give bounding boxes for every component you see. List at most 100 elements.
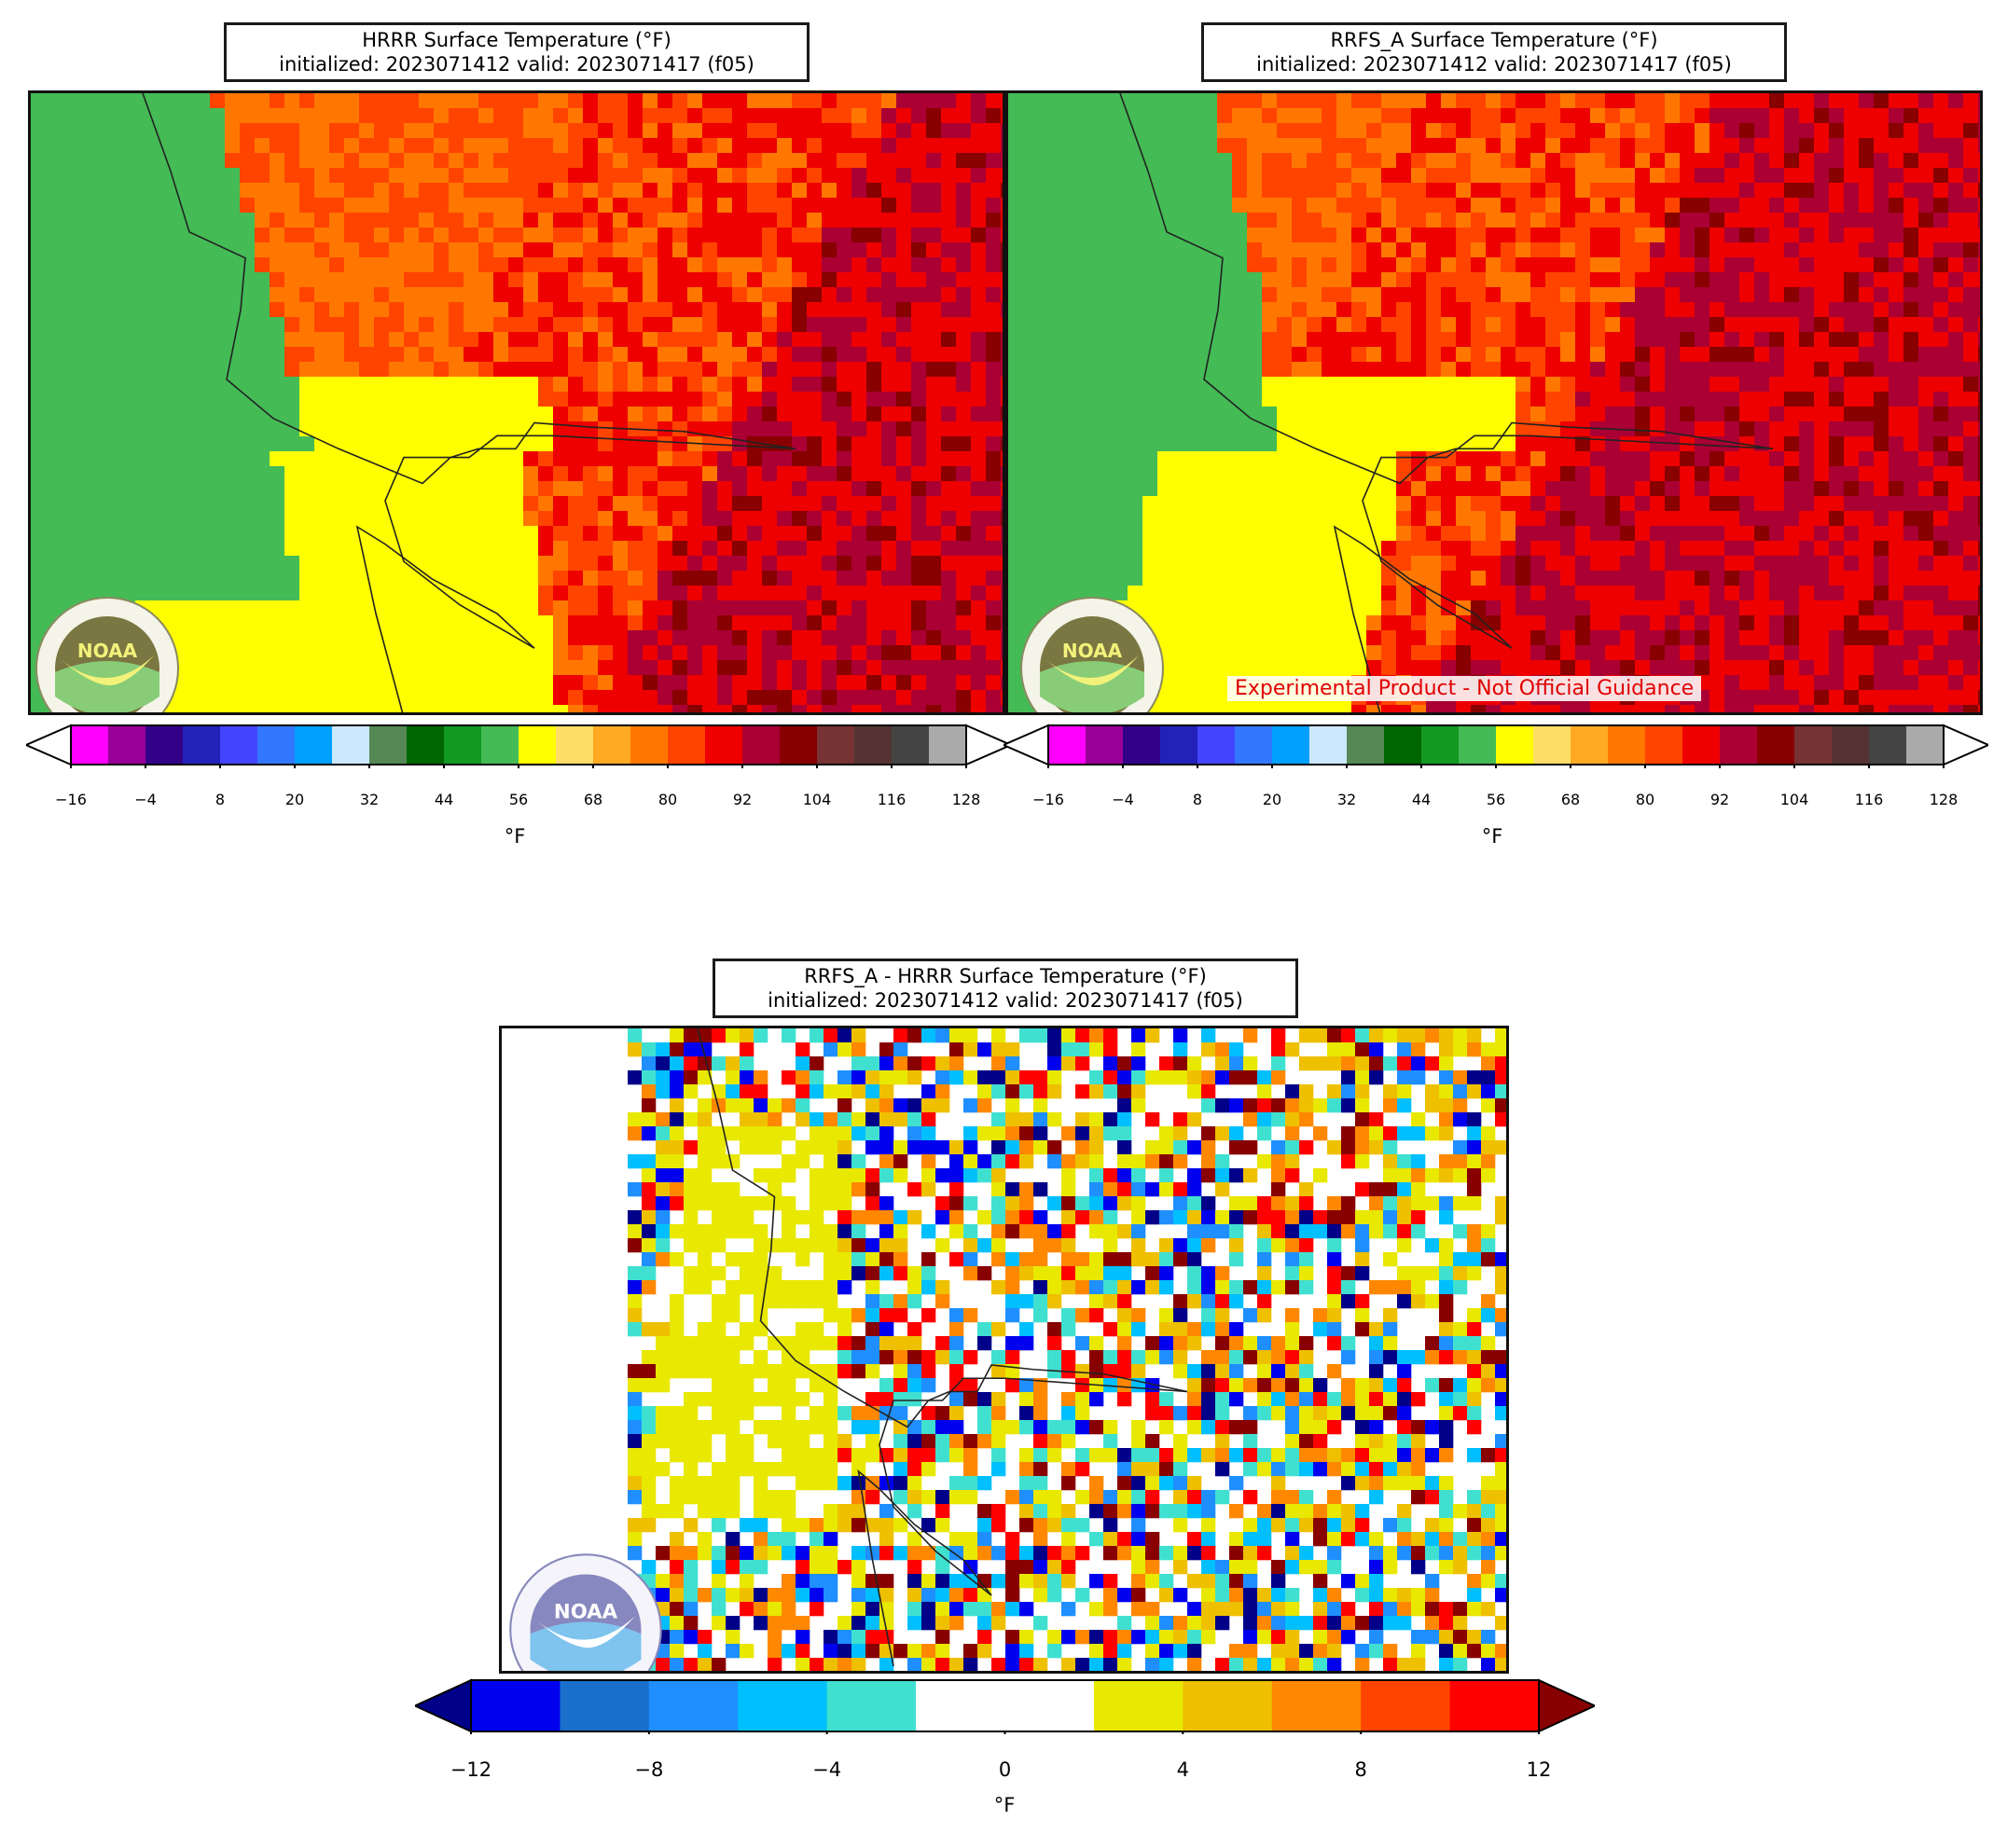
colorbar-tick-label: 116 (877, 791, 907, 808)
colorbar-swatch (1832, 725, 1870, 765)
colorbar-swatch (892, 725, 930, 765)
colorbar-tick-label: −4 (1112, 791, 1134, 808)
colorbar-swatch (444, 725, 482, 765)
colorbar-tick-label: −4 (134, 791, 157, 808)
colorbar-swatch (1235, 725, 1273, 765)
colorbar-tick-label: 44 (1411, 791, 1432, 808)
colorbar-swatch (1533, 725, 1571, 765)
colorbar-swatch (1160, 725, 1198, 765)
diff-title-line2: initialized: 2023071412 valid: 202307141… (768, 989, 1243, 1012)
colorbar-swatch (145, 725, 184, 765)
rrfs-title-line1: RRFS_A Surface Temperature (°F) (1330, 29, 1658, 51)
svg-text:NOAA: NOAA (77, 640, 138, 662)
colorbar-swatch (183, 725, 221, 765)
colorbar-tick-label: 68 (1560, 791, 1581, 808)
hrrr-title: HRRR Surface Temperature (°F) initialize… (224, 22, 810, 82)
colorbar-swatch (1093, 1680, 1183, 1731)
diff-colorbar (412, 1678, 1598, 1739)
colorbar-tick-label: 128 (1929, 791, 1959, 808)
colorbar-tick-label: 8 (1354, 1758, 1367, 1781)
colorbar-swatch (1449, 1680, 1540, 1731)
hrrr-title-line1: HRRR Surface Temperature (°F) (362, 29, 671, 51)
experimental-disclaimer: Experimental Product - Not Official Guid… (1227, 676, 1702, 701)
colorbar-tick-label: 80 (1635, 791, 1655, 808)
colorbar-swatch (738, 1680, 828, 1731)
colorbar-swatch (220, 725, 258, 765)
colorbar-swatch (108, 725, 146, 765)
colorbar-tick-label: 104 (1779, 791, 1809, 808)
hrrr-colorbar (23, 722, 1014, 772)
diff-map[interactable]: NOAA (499, 1026, 1509, 1674)
colorbar-swatch (826, 1680, 917, 1731)
colorbar-swatch (1757, 725, 1795, 765)
colorbar-swatch (630, 725, 669, 765)
rrfs-colorbar-unit: °F (1481, 825, 1503, 848)
colorbar-swatch (1183, 1680, 1273, 1731)
hrrr-colorbar-unit: °F (504, 825, 526, 848)
colorbar-tick-label: 104 (802, 791, 832, 808)
colorbar-tick-label: 116 (1854, 791, 1884, 808)
colorbar-tick-label: 56 (508, 791, 529, 808)
colorbar-swatch (1384, 725, 1422, 765)
diff-temperature-field (628, 1028, 1506, 1671)
colorbar-swatch (1720, 725, 1758, 765)
colorbar-swatch (1197, 725, 1236, 765)
colorbar-swatch (1347, 725, 1385, 765)
colorbar-swatch (1906, 725, 1945, 765)
colorbar-swatch (1645, 725, 1683, 765)
colorbar-swatch (1571, 725, 1609, 765)
colorbar-swatch (1869, 725, 1907, 765)
colorbar-tick-label: 20 (284, 791, 305, 808)
colorbar-swatch (1608, 725, 1646, 765)
coastline-outline (142, 93, 796, 712)
colorbar-swatch (1459, 725, 1497, 765)
colorbar-tick-label: 92 (1709, 791, 1730, 808)
colorbar-swatch (742, 725, 781, 765)
hrrr-colorbar-swatches (23, 724, 1014, 772)
colorbar-swatch (705, 725, 743, 765)
colorbar-tick-label: 32 (1336, 791, 1357, 808)
colorbar-tick-label: 12 (1526, 1758, 1552, 1781)
rrfs-temperature-field (1008, 93, 1980, 712)
colorbar-swatch (1272, 725, 1310, 765)
colorbar-swatch (1048, 725, 1087, 765)
colorbar-tick-label: 92 (732, 791, 753, 808)
colorbar-swatch (1794, 725, 1833, 765)
colorbar-swatch (1123, 725, 1161, 765)
colorbar-swatch (916, 1680, 1005, 1731)
colorbar-swatch (257, 725, 296, 765)
colorbar-tick-label: −8 (634, 1758, 664, 1781)
diff-colorbar-unit: °F (993, 1794, 1016, 1816)
colorbar-tick-label: −4 (812, 1758, 842, 1781)
diff-colorbar-swatches (412, 1678, 1598, 1739)
coastline-outline (697, 1028, 1188, 1667)
rrfs-title-line2: initialized: 2023071412 valid: 202307141… (1256, 53, 1732, 76)
noaa-logo: NOAA (509, 1553, 662, 1671)
rrfs-colorbar-swatches (1001, 724, 1991, 772)
colorbar-tick-label: 80 (657, 791, 678, 808)
colorbar-tick-label: 0 (998, 1758, 1012, 1781)
noaa-logo: NOAA (35, 597, 179, 712)
colorbar-swatch (593, 725, 631, 765)
colorbar-tick-label: −16 (55, 791, 87, 808)
colorbar-swatch (407, 725, 445, 765)
colorbar-swatch (1004, 1680, 1095, 1731)
colorbar-tick-label: 8 (215, 791, 226, 808)
colorbar-tick-label: −12 (450, 1758, 492, 1781)
colorbar-tick-label: 128 (951, 791, 981, 808)
coastline-outline (1119, 93, 1774, 712)
diff-title-line1: RRFS_A - HRRR Surface Temperature (°F) (804, 965, 1207, 987)
rrfs-map[interactable]: NOAA Experimental Product - Not Official… (1005, 90, 1983, 715)
colorbar-swatch (481, 725, 519, 765)
colorbar-tick-label: 4 (1176, 1758, 1190, 1781)
colorbar-swatch (854, 725, 893, 765)
colorbar-swatch (668, 725, 706, 765)
rrfs-colorbar (1001, 722, 1991, 772)
colorbar-swatch (71, 725, 109, 765)
colorbar-swatch (369, 725, 408, 765)
colorbar-swatch (295, 725, 333, 765)
colorbar-swatch (1086, 725, 1124, 765)
hrrr-title-line2: initialized: 2023071412 valid: 202307141… (279, 53, 754, 76)
hrrr-map[interactable]: NOAA (28, 90, 1005, 715)
colorbar-tick-label: 44 (434, 791, 454, 808)
